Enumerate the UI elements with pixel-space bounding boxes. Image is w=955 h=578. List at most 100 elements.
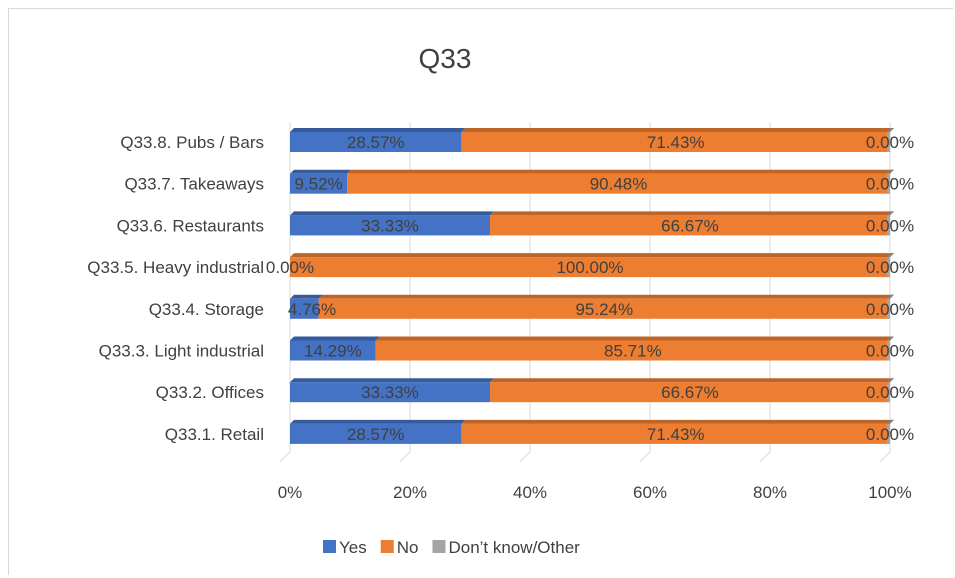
data-label: 0.00%: [866, 258, 914, 277]
bar-don-t-know-other: [887, 257, 890, 278]
bar-top-yes: [290, 169, 352, 174]
bar-top-no: [489, 378, 894, 383]
bar-no: [347, 173, 890, 194]
data-label: 0.00%: [866, 175, 914, 194]
bar-yes: [290, 298, 319, 319]
data-labels: 28.57% 71.43% 0.00% 9.52% 90.48% 0.00% 33.33% 6…: [266, 133, 914, 444]
bar-yes: [290, 423, 462, 444]
bar-top-don-t-know-other: [887, 169, 894, 174]
data-label: 0.00%: [866, 133, 914, 152]
bar-no: [489, 382, 890, 403]
data-label: 28.57%: [347, 133, 405, 152]
legend-swatch: [380, 540, 394, 553]
category-label: Q33.7. Takeaways: [124, 175, 264, 194]
data-label: 90.48%: [590, 175, 648, 194]
gridline-floor: [399, 451, 411, 463]
legend-swatch: [323, 540, 336, 553]
bar-don-t-know-other: [887, 340, 890, 361]
legend-swatch: [432, 540, 446, 553]
gridline-floor: [639, 451, 651, 463]
bar-top-don-t-know-other: [887, 336, 894, 341]
bar-yes: [290, 382, 490, 403]
data-label: 71.43%: [647, 133, 705, 152]
bar-top-no: [489, 211, 894, 216]
gridline-floor: [879, 451, 891, 463]
bar-no: [290, 257, 890, 278]
bar-top-no: [461, 128, 894, 132]
category-label: Q33.2. Offices: [156, 383, 264, 402]
bar-don-t-know-other: [887, 423, 890, 444]
bar-no: [461, 132, 890, 152]
bar-top-don-t-know-other: [887, 419, 894, 424]
bar-don-t-know-other: [887, 382, 890, 403]
category-label: Q33.6. Restaurants: [117, 216, 264, 235]
x-tick-label: 0%: [278, 483, 303, 502]
data-label: 33.33%: [361, 216, 419, 235]
bar-top-yes: [290, 378, 494, 383]
bar-top-no: [375, 336, 894, 341]
bar-top-yes: [290, 336, 380, 341]
bar-top-yes: [290, 419, 466, 424]
data-label: 14.29%: [304, 342, 362, 361]
data-label: 71.43%: [647, 425, 705, 444]
category-label: Q33.5. Heavy industrial: [87, 258, 264, 277]
data-label: 95.24%: [575, 300, 633, 319]
bar-yes: [290, 340, 376, 361]
bar-don-t-know-other: [887, 215, 890, 236]
category-label: Q33.8. Pubs / Bars: [120, 133, 264, 152]
legend-label: No: [397, 538, 419, 557]
bar-top-yes: [290, 294, 323, 299]
data-label: 4.76%: [288, 300, 336, 319]
bar-yes: [290, 173, 348, 194]
bar-no: [489, 215, 890, 236]
bar-top-don-t-know-other: [887, 378, 894, 383]
data-label: 28.57%: [347, 425, 405, 444]
bar-top-yes: [290, 211, 494, 216]
bar-top-don-t-know-other: [887, 211, 894, 216]
chart-title: Q33: [419, 43, 472, 74]
bar-top-no: [318, 294, 894, 299]
bar-don-t-know-other: [887, 298, 890, 319]
data-label: 0.00%: [866, 300, 914, 319]
bars: [290, 128, 894, 444]
chart-frame: [8, 8, 953, 575]
gridline-floor: [519, 451, 531, 463]
bar-no: [461, 423, 890, 444]
bar-yes: [290, 215, 490, 236]
data-label: 85.71%: [604, 342, 662, 361]
x-tick-label: 20%: [393, 483, 427, 502]
legend-label: Yes: [339, 538, 367, 557]
x-tick-label: 100%: [868, 483, 911, 502]
bar-top-yes: [290, 128, 466, 132]
x-tick-label: 80%: [753, 483, 787, 502]
data-label: 0.00%: [866, 425, 914, 444]
bar-yes: [290, 132, 462, 152]
bar-don-t-know-other: [887, 173, 890, 194]
legend-label: Don’t know/Other: [448, 538, 580, 557]
bar-top-don-t-know-other: [887, 253, 894, 258]
legend: Yes No Don’t know/Other: [323, 538, 580, 557]
data-label: 0.00%: [866, 342, 914, 361]
data-label: 33.33%: [361, 383, 419, 402]
data-label: 0.00%: [266, 258, 314, 277]
bar-top-no: [461, 419, 894, 424]
bar-top-no: [347, 169, 894, 174]
gridline-floor: [759, 451, 771, 463]
category-labels: Q33.8. Pubs / Bars Q33.7. Takeaways Q33.6.…: [87, 133, 264, 444]
bar-top-don-t-know-other: [887, 128, 894, 132]
x-axis-ticks: 0% 20% 40% 60% 80% 100%: [278, 483, 912, 502]
gridline-floor: [279, 451, 291, 463]
data-label: 100.00%: [556, 258, 623, 277]
x-tick-label: 40%: [513, 483, 547, 502]
bar-top-no: [290, 253, 894, 258]
category-label: Q33.3. Light industrial: [99, 342, 264, 361]
data-label: 66.67%: [661, 216, 719, 235]
x-tick-label: 60%: [633, 483, 667, 502]
category-label: Q33.1. Retail: [165, 425, 264, 444]
data-label: 0.00%: [866, 216, 914, 235]
category-label: Q33.4. Storage: [149, 300, 264, 319]
data-label: 9.52%: [294, 175, 342, 194]
bar-no: [375, 340, 890, 361]
bar-top-don-t-know-other: [887, 294, 894, 299]
